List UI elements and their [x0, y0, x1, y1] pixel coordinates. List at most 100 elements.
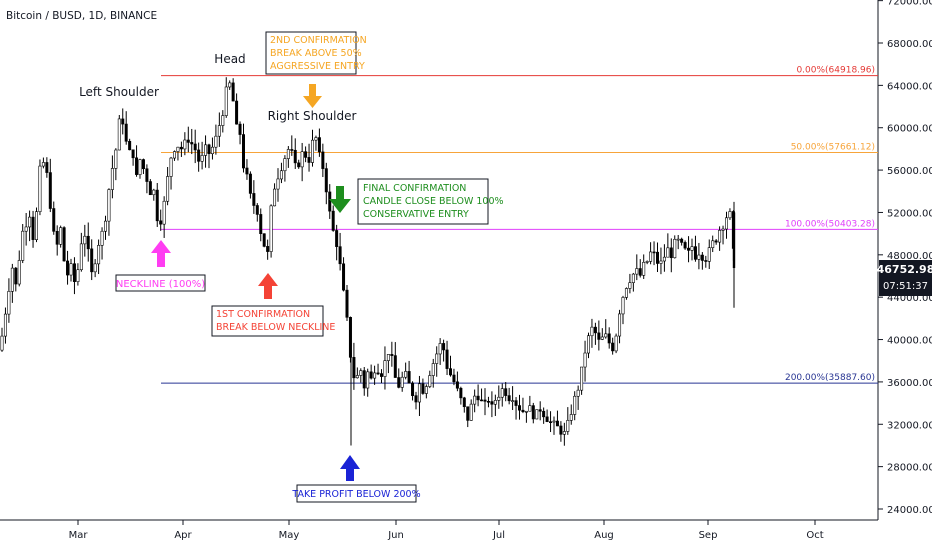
- candle-up: [110, 168, 114, 190]
- candle-down: [593, 326, 597, 334]
- candle-up: [100, 230, 104, 246]
- candle-up: [662, 256, 666, 262]
- candle-down: [687, 247, 691, 251]
- candle-up: [59, 227, 63, 245]
- candle-up: [438, 343, 442, 355]
- candle-up: [97, 245, 101, 265]
- x-tick-label: Mar: [69, 530, 89, 541]
- candle-up: [404, 371, 408, 378]
- final-confirmation-box: [357, 178, 489, 225]
- x-axis-ticks[interactable]: Mar Apr May Jun Jul Aug Sep Oct: [69, 520, 824, 541]
- candle-up: [435, 353, 439, 364]
- candle-up: [469, 403, 473, 421]
- candle-down: [407, 371, 411, 384]
- y-tick-label: 28000.00: [887, 463, 932, 474]
- y-tick-label: 56000.00: [887, 166, 932, 177]
- candle-down: [669, 247, 673, 259]
- candle-up: [104, 220, 108, 232]
- candle-up: [138, 159, 142, 175]
- candle-up: [300, 151, 304, 168]
- candle-up: [562, 431, 566, 435]
- candle-down: [466, 406, 470, 421]
- candle-down: [52, 208, 56, 232]
- candle-down: [352, 357, 356, 379]
- last-price-tag: 46752.98 07:51:37: [877, 260, 932, 296]
- y-tick-label: 40000.00: [887, 336, 932, 347]
- candle-down: [31, 216, 35, 240]
- candle-down: [559, 425, 563, 435]
- fib-level-label: 200.00%(35887.60): [785, 373, 875, 383]
- candle-down: [611, 342, 615, 352]
- candle-up: [34, 211, 38, 240]
- candle-up: [41, 162, 45, 167]
- candle-down: [197, 149, 201, 162]
- candle-up: [535, 409, 539, 420]
- candle-down: [131, 149, 135, 159]
- candle-up: [473, 395, 477, 405]
- candle-up: [645, 261, 649, 263]
- magenta-up-arrow-icon: [151, 240, 171, 267]
- candle-up: [569, 414, 573, 421]
- candle-up: [204, 144, 208, 156]
- candle-down: [231, 82, 235, 102]
- candle-up: [621, 297, 625, 315]
- candle-down: [421, 383, 425, 394]
- candle-down: [521, 409, 525, 413]
- candle-down: [145, 168, 149, 182]
- candle-up: [400, 376, 404, 388]
- candle-up: [93, 263, 97, 273]
- candle-down: [245, 167, 249, 175]
- candle-down: [448, 368, 452, 376]
- candle-down: [414, 395, 418, 403]
- candle-up: [600, 336, 604, 340]
- candle-down: [335, 230, 339, 247]
- candle-down: [342, 263, 346, 291]
- candle-down: [507, 395, 511, 402]
- candle-down: [476, 395, 480, 401]
- candle-down: [442, 343, 446, 351]
- candle-down: [549, 421, 553, 423]
- candle-up: [721, 228, 725, 231]
- candle-up: [635, 268, 639, 275]
- candle-down: [148, 181, 152, 196]
- candles: [0, 77, 736, 446]
- candle-down: [376, 372, 380, 375]
- candle-up: [673, 238, 677, 259]
- candle-down: [207, 144, 211, 155]
- y-tick-label: 52000.00: [887, 208, 932, 219]
- candle-up: [524, 410, 528, 413]
- candle-up: [69, 263, 73, 276]
- candle-up: [83, 235, 87, 245]
- orange-down-arrow-icon: [303, 84, 322, 108]
- candle-up: [38, 165, 42, 212]
- candle-down: [141, 159, 145, 170]
- candle-up: [214, 135, 218, 148]
- candle-up: [552, 420, 556, 423]
- fib-levels: 0.00%(64918.96) 50.00%(57661.12) 100.00%(5…: [161, 66, 878, 384]
- green-down-arrow-icon: [329, 186, 351, 213]
- candle-down: [331, 210, 335, 231]
- candle-down: [262, 233, 266, 247]
- candle-down: [517, 405, 521, 411]
- candle-down: [683, 242, 687, 249]
- candle-up: [283, 158, 287, 172]
- candle-down: [266, 246, 270, 252]
- candle-down: [714, 240, 718, 243]
- candle-up: [493, 400, 497, 405]
- candle-up: [676, 238, 680, 241]
- candle-up: [500, 388, 504, 398]
- y-tick-label: 60000.00: [887, 124, 932, 135]
- candle-up: [117, 118, 121, 151]
- candle-down: [338, 246, 342, 265]
- candle-up: [649, 251, 653, 262]
- candle-up: [590, 326, 594, 337]
- y-axis-ticks[interactable]: 24000.00 28000.00 32000.00 36000.00 40000.00…: [878, 0, 932, 516]
- candle-down: [242, 134, 246, 169]
- candle-down: [542, 410, 546, 418]
- candle-up: [697, 254, 701, 260]
- candle-down: [480, 399, 484, 402]
- candle-up: [210, 146, 214, 155]
- candle-down: [607, 333, 611, 344]
- candle-down: [555, 420, 559, 427]
- annotations: Left Shoulder Head Right Shoulder 2ND CO…: [79, 31, 504, 503]
